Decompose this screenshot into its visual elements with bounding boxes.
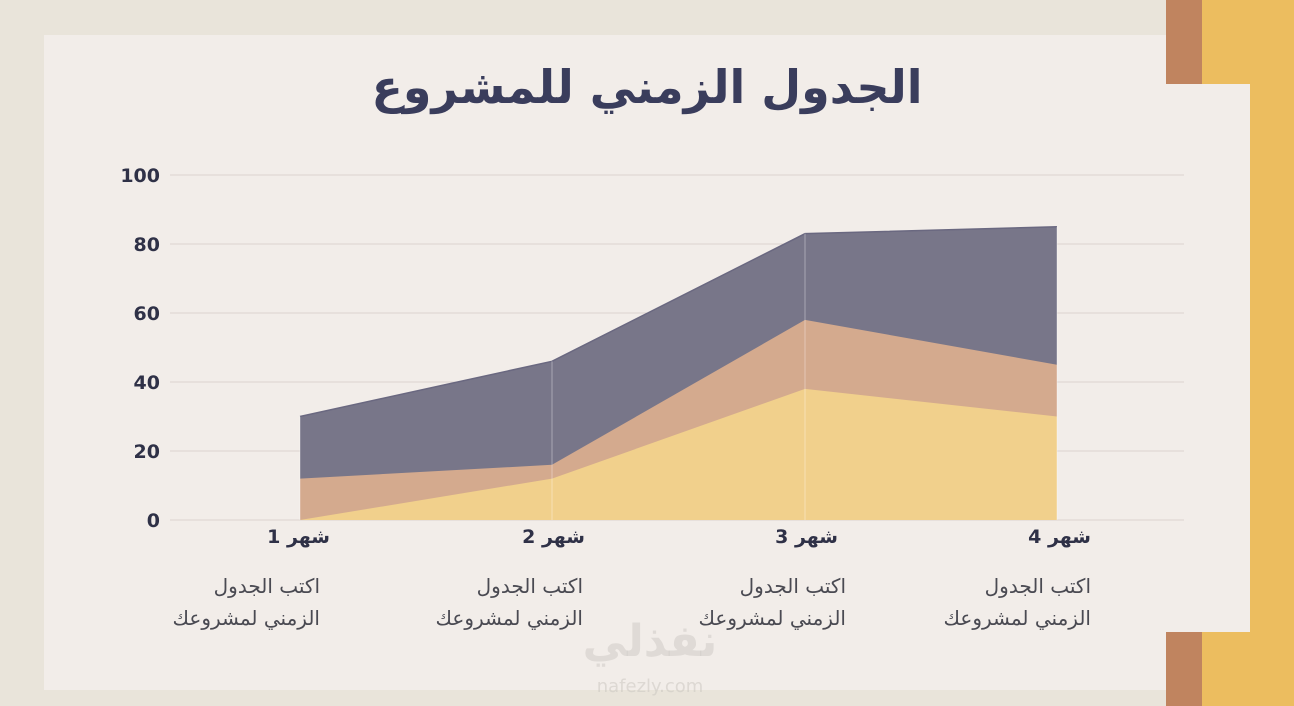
month-description-3: اكتب الجدول الزمني لمشروعك xyxy=(626,570,846,634)
month-description-2: اكتب الجدول الزمني لمشروعك xyxy=(363,570,583,634)
description-line-1: اكتب الجدول xyxy=(984,574,1091,598)
y-tick-label: 80 xyxy=(134,234,160,256)
month-label-1: شهر 1 xyxy=(267,526,330,548)
watermark-url: nafezly.com xyxy=(596,676,704,697)
month-label-4: شهر 4 xyxy=(1028,526,1091,548)
y-tick-label: 20 xyxy=(134,441,160,463)
description-line-2: الزمني لمشروعك xyxy=(698,606,846,630)
month-description-4: اكتب الجدول الزمني لمشروعك xyxy=(871,570,1091,634)
description-line-1: اكتب الجدول xyxy=(739,574,846,598)
description-line-1: اكتب الجدول xyxy=(476,574,583,598)
description-line-1: اكتب الجدول xyxy=(213,574,320,598)
y-tick-label: 60 xyxy=(134,303,160,325)
month-label-2: شهر 2 xyxy=(522,526,585,548)
month-label-3: شهر 3 xyxy=(775,526,838,548)
description-line-2: الزمني لمشروعك xyxy=(172,606,320,630)
y-tick-label: 0 xyxy=(147,510,160,532)
deco-brown-bottom xyxy=(1166,632,1202,706)
watermark-logo: نفذلي xyxy=(582,616,718,667)
deco-brown-top xyxy=(1166,0,1202,84)
deco-card-notch xyxy=(1202,84,1250,632)
y-tick-label: 100 xyxy=(120,165,160,187)
month-description-1: اكتب الجدول الزمني لمشروعك xyxy=(100,570,320,634)
y-tick-label: 40 xyxy=(134,372,160,394)
area-series-dark-edge xyxy=(299,226,1058,418)
description-line-2: الزمني لمشروعك xyxy=(435,606,583,630)
page-title: الجدول الزمني للمشروع xyxy=(371,60,923,114)
description-line-2: الزمني لمشروعك xyxy=(943,606,1091,630)
area-series-yellow xyxy=(300,388,1057,520)
